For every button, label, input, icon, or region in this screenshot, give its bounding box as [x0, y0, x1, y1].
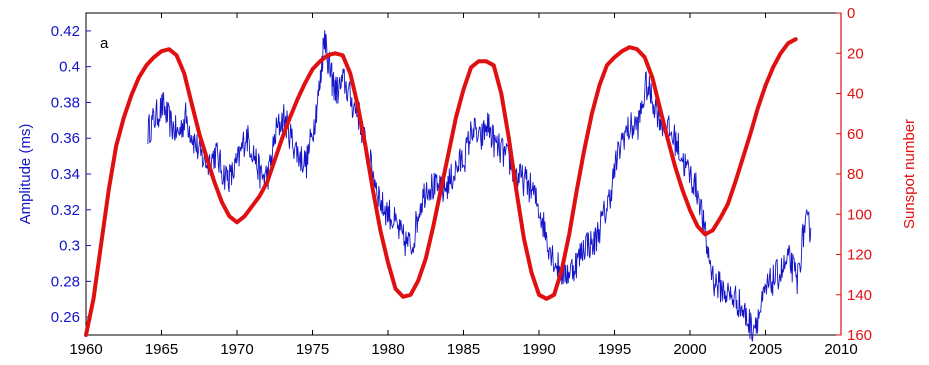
right-tick-label: 60 — [847, 126, 864, 143]
left-axis-label: Amplitude (ms) — [17, 124, 34, 225]
x-tick-label: 2005 — [749, 341, 782, 358]
x-tick-label: 2000 — [673, 341, 706, 358]
right-y-axis: 0 20 40 60 80 100 120 140 160 — [836, 5, 872, 344]
x-tick-label: 2010 — [824, 341, 857, 358]
right-tick-label: 80 — [847, 166, 864, 183]
left-tick-label: 0.26 — [51, 309, 80, 326]
x-tick-label: 1985 — [447, 341, 480, 358]
left-tick-label: 0.38 — [51, 94, 80, 111]
x-tick-label: 1990 — [522, 341, 555, 358]
x-axis: 1960 1965 1970 1975 1980 1985 1990 1995 2000 2005… — [69, 13, 858, 358]
left-tick-label: 0.4 — [59, 59, 80, 76]
left-tick-label: 0.32 — [51, 202, 80, 219]
left-tick-label: 0.36 — [51, 130, 80, 147]
right-axis-label: Sunspot number — [901, 119, 918, 229]
right-tick-label: 0 — [847, 5, 855, 22]
right-tick-label: 100 — [847, 206, 872, 223]
right-tick-label: 120 — [847, 247, 872, 264]
left-tick-label: 0.3 — [59, 238, 80, 255]
right-tick-label: 160 — [847, 327, 872, 344]
left-tick-label: 0.34 — [51, 166, 80, 183]
x-tick-label: 1995 — [598, 341, 631, 358]
right-tick-label: 20 — [847, 45, 864, 62]
right-tick-label: 140 — [847, 287, 872, 304]
panel-label: a — [100, 35, 109, 52]
left-tick-label: 0.28 — [51, 273, 80, 290]
x-tick-label: 1980 — [371, 341, 404, 358]
series-group — [84, 30, 812, 343]
x-tick-label: 1960 — [69, 341, 102, 358]
left-y-axis: 0.26 0.28 0.3 0.32 0.34 0.36 0.38 0.4 0.42 — [51, 23, 91, 326]
left-tick-label: 0.42 — [51, 23, 80, 40]
right-tick-label: 40 — [847, 86, 864, 103]
x-tick-label: 1970 — [220, 341, 253, 358]
x-tick-label: 1965 — [145, 341, 178, 358]
amplitude-series-line — [147, 30, 812, 343]
sunspot-series-line — [84, 37, 798, 337]
x-tick-label: 1975 — [296, 341, 329, 358]
